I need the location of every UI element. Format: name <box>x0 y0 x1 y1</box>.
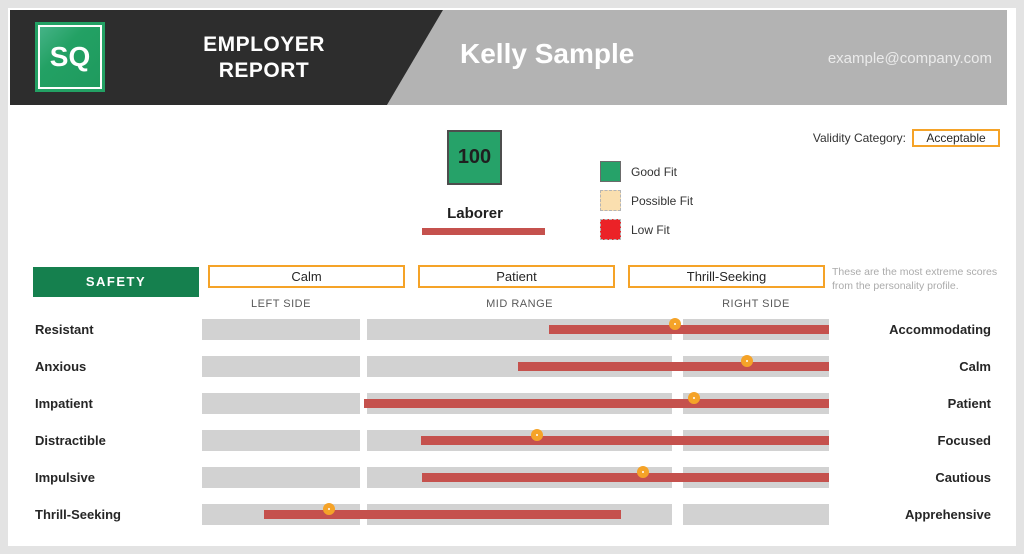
profile-row: Anxious Calm <box>8 355 1016 377</box>
score-range-bar <box>422 473 829 482</box>
score-track <box>202 355 829 377</box>
legend-label: Good Fit <box>631 164 678 179</box>
score-value: 100 <box>457 146 492 168</box>
job-title: Laborer <box>447 205 503 222</box>
legend-label: Low Fit <box>631 222 670 237</box>
possible-fit-swatch-icon <box>600 190 621 211</box>
brand-logo-text: SQ <box>49 41 91 72</box>
track-segment <box>202 319 360 340</box>
track-segment <box>366 319 673 340</box>
category-box-thrill-seeking: Thrill-Seeking <box>628 265 825 288</box>
column-header: MID RANGE <box>486 298 553 310</box>
score-marker-icon <box>668 318 681 330</box>
legend-item-possible-fit: Possible Fit <box>600 190 693 211</box>
header-banner <box>387 10 1007 105</box>
right-trait-label: Accommodating <box>889 322 991 337</box>
person-email: example@company.com <box>827 50 992 67</box>
right-trait-label: Apprehensive <box>905 507 991 522</box>
score-range-bar <box>363 399 829 408</box>
right-trait-label: Focused <box>937 433 991 448</box>
report-page: SQ EMPLOYER REPORT Kelly Sample example@… <box>8 8 1016 546</box>
section-badge-safety: SAFETY <box>33 267 199 297</box>
track-segment <box>202 467 360 488</box>
score-range-bar <box>264 510 621 519</box>
left-trait-label: Thrill-Seeking <box>35 507 121 522</box>
profile-row: Thrill-Seeking Apprehensive <box>8 503 1016 525</box>
score-marker-icon <box>323 503 336 515</box>
job-title-underline <box>422 228 545 235</box>
profile-row: Impatient Patient <box>8 392 1016 414</box>
left-trait-label: Resistant <box>35 322 94 337</box>
score-marker-icon <box>530 429 543 441</box>
left-trait-label: Anxious <box>35 359 87 374</box>
legend-item-good-fit: Good Fit <box>600 161 693 182</box>
column-headers: LEFT SIDE MID RANGE RIGHT SIDE <box>202 298 829 312</box>
score-marker-icon <box>688 392 701 404</box>
track-segment <box>202 393 360 414</box>
score-marker-icon <box>740 355 753 367</box>
validity-label: Validity Category: <box>812 131 906 145</box>
person-name: Kelly Sample <box>460 38 635 69</box>
track-segment <box>202 430 360 451</box>
left-trait-label: Impatient <box>35 396 93 411</box>
right-trait-label: Calm <box>959 359 991 374</box>
score-box: 100 <box>447 130 502 185</box>
legend-label: Possible Fit <box>631 193 694 208</box>
brand-logo: SQ <box>38 25 102 89</box>
score-track <box>202 392 829 414</box>
score-track <box>202 466 829 488</box>
right-trait-label: Cautious <box>935 470 991 485</box>
score-range-bar <box>420 436 829 445</box>
right-trait-label: Patient <box>947 396 991 411</box>
score-track <box>202 318 829 340</box>
extreme-scores-note: These are the most extreme scores from t… <box>832 266 998 292</box>
validity-value-badge: Acceptable <box>912 129 1000 147</box>
track-segment <box>202 356 360 377</box>
column-header: RIGHT SIDE <box>722 298 790 310</box>
profile-row: Impulsive Cautious <box>8 466 1016 488</box>
score-track <box>202 503 829 525</box>
validity-category: Validity Category: Acceptable <box>768 129 1000 147</box>
profile-row: Distractible Focused <box>8 429 1016 451</box>
left-trait-label: Impulsive <box>35 470 95 485</box>
left-trait-label: Distractible <box>35 433 106 448</box>
profile-row: Resistant Accommodating <box>8 318 1016 340</box>
score-range-bar <box>518 362 829 371</box>
column-header: LEFT SIDE <box>251 298 311 310</box>
category-box-calm: Calm <box>208 265 405 288</box>
score-track <box>202 429 829 451</box>
good-fit-swatch-icon <box>600 161 621 182</box>
score-marker-icon <box>636 466 649 478</box>
report-title: EMPLOYER REPORT <box>203 33 325 83</box>
legend-item-low-fit: Low Fit <box>600 219 693 240</box>
low-fit-swatch-icon <box>600 219 621 240</box>
fit-legend: Good Fit Possible Fit Low Fit <box>600 161 693 248</box>
category-box-patient: Patient <box>418 265 615 288</box>
header: SQ EMPLOYER REPORT Kelly Sample example@… <box>10 10 1007 105</box>
score-range-bar <box>548 325 829 334</box>
track-segment <box>682 504 829 525</box>
